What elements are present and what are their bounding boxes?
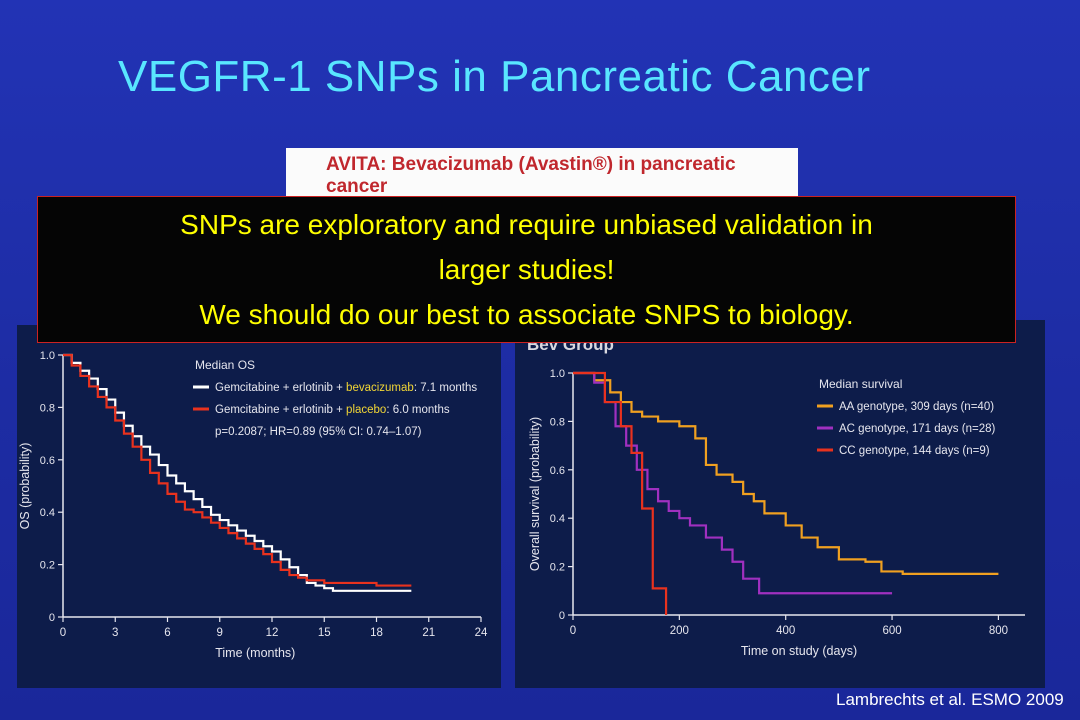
series-line-1 xyxy=(573,371,999,575)
callout-line2: larger studies! xyxy=(438,254,615,285)
legend-entry: CC genotype, 144 days (n=9) xyxy=(839,445,990,457)
series-line-3 xyxy=(573,371,668,615)
y-tick-label: 0.4 xyxy=(40,507,55,519)
x-tick-label: 200 xyxy=(670,625,689,637)
y-tick-label: 0.6 xyxy=(550,465,565,477)
x-tick-label: 24 xyxy=(475,627,488,639)
series-line-1 xyxy=(63,353,412,592)
y-tick-label: 0 xyxy=(49,612,55,624)
x-tick-label: 400 xyxy=(776,625,795,637)
legend-entry-suffix: : 7.1 months xyxy=(414,382,478,394)
legend-entry-prefix: Gemcitabine + erlotinib + xyxy=(215,404,346,416)
x-tick-label: 0 xyxy=(570,625,576,637)
legend-entry: Gemcitabine + erlotinib + bevacizumab: 7… xyxy=(215,382,477,394)
legend-entry-suffix: : 6.0 months xyxy=(386,404,450,416)
x-tick-label: 0 xyxy=(60,627,66,639)
trial-banner-line1: AVITA: Bevacizumab (Avastin®) in pancrea… xyxy=(326,154,736,175)
y-tick-label: 0.2 xyxy=(550,562,565,574)
legend-title: Median survival xyxy=(819,377,902,391)
legend-entry-highlight: placebo xyxy=(346,404,386,416)
legend-entry-prefix: Gemcitabine + erlotinib + xyxy=(215,382,346,394)
x-tick-label: 15 xyxy=(318,627,331,639)
x-tick-label: 3 xyxy=(112,627,118,639)
legend-entry: Gemcitabine + erlotinib + placebo: 6.0 m… xyxy=(215,404,450,416)
legend-entry: AC genotype, 171 days (n=28) xyxy=(839,423,995,435)
y-tick-label: 0.4 xyxy=(550,513,565,525)
series-line-2 xyxy=(63,353,412,587)
genotype-kaplan-meier-chart: Bev Group 00.20.40.60.81.00 200 400 600 800T… xyxy=(527,335,1025,658)
genotype-chart-panel: Bev Group 0 0.2 0.4 0.6 0.8 1.0 0 200 400 600 800 T… xyxy=(515,320,1045,688)
os-kaplan-meier-chart: 0 0.2 0.4 0.6 0.8 1.0 0 3 6 9 12 15 18 21 24 Time (mont… xyxy=(18,350,488,660)
x-tick-label: 18 xyxy=(370,627,383,639)
x-tick-label: 9 xyxy=(217,627,223,639)
y-tick-label: 0.8 xyxy=(550,416,565,428)
y-tick-label: 0.2 xyxy=(40,560,55,572)
callout-line1: SNPs are exploratory and require unbiase… xyxy=(180,209,873,240)
y-tick-label: 1.0 xyxy=(550,368,565,380)
callout-box: SNPs are exploratory and require unbiase… xyxy=(37,196,1016,343)
y-tick-label: 1.0 xyxy=(40,350,55,362)
os-chart-panel: 0 0.2 0.4 0.6 0.8 1.0 0 3 6 9 12 15 18 21 24 Time (mont… xyxy=(17,325,501,688)
legend-entry-highlight: bevacizumab xyxy=(346,382,414,394)
legend-title: Median OS xyxy=(195,358,255,372)
y-axis-label: OS (probability) xyxy=(18,443,32,530)
trial-banner: AVITA: Bevacizumab (Avastin®) in pancrea… xyxy=(286,148,798,204)
x-tick-label: 600 xyxy=(882,625,901,637)
x-axis-label: Time on study (days) xyxy=(741,644,857,658)
chart-annotation: p=0.2087; HR=0.89 (95% CI: 0.74–1.07) xyxy=(215,426,422,438)
x-tick-label: 800 xyxy=(989,625,1008,637)
callout-line3: We should do our best to associate SNPS … xyxy=(199,299,854,330)
y-tick-label: 0.6 xyxy=(40,455,55,467)
slide-title: VEGFR-1 SNPs in Pancreatic Cancer xyxy=(118,52,871,101)
y-tick-label: 0 xyxy=(559,610,565,622)
x-axis-label: Time (months) xyxy=(215,646,295,660)
x-tick-label: 6 xyxy=(164,627,170,639)
legend-entry: AA genotype, 309 days (n=40) xyxy=(839,401,994,413)
y-axis-label: Overall survival (probability) xyxy=(528,417,542,571)
y-tick-label: 0.8 xyxy=(40,402,55,414)
x-tick-label: 21 xyxy=(422,627,435,639)
trial-banner-line2: cancer xyxy=(326,176,388,197)
x-tick-label: 12 xyxy=(266,627,279,639)
citation: Lambrechts et al. ESMO 2009 xyxy=(836,690,1064,709)
